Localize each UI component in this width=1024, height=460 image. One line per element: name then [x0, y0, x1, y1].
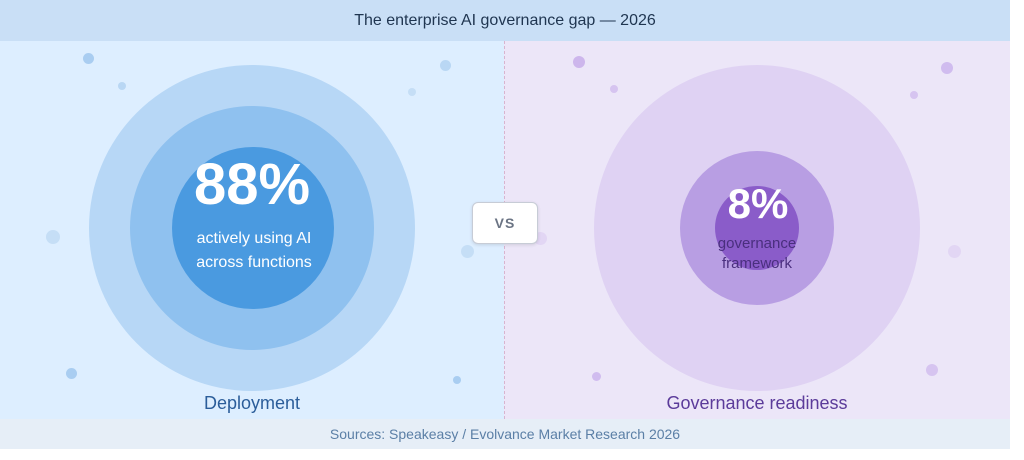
deployment-label: Deployment	[203, 393, 301, 413]
decorative-dot	[118, 82, 126, 90]
decorative-dot	[926, 364, 938, 376]
governance-value: 8%	[727, 180, 789, 227]
decorative-dot	[910, 91, 918, 99]
governance-caption-line1: governance	[717, 235, 797, 252]
deployment-panel: 88% actively using AI across functions D…	[0, 41, 504, 419]
chart-title: The enterprise AI governance gap — 2026	[354, 11, 656, 29]
deployment-core	[172, 147, 334, 309]
chart-title-bar: The enterprise AI governance gap — 2026	[0, 0, 1010, 41]
decorative-dot	[66, 368, 77, 379]
decorative-dot	[941, 62, 953, 74]
deployment-caption-line2: across functions	[196, 254, 312, 271]
decorative-dot	[592, 372, 601, 381]
governance-caption: governance framework	[677, 234, 837, 274]
decorative-dot	[440, 60, 451, 71]
decorative-dot	[948, 245, 961, 258]
decorative-dot	[573, 56, 585, 68]
vs-badge: VS	[472, 202, 538, 244]
governance-label: Governance readiness	[666, 393, 848, 413]
decorative-dot	[46, 230, 60, 244]
governance-core	[715, 186, 799, 270]
governance-panel: 8% governance framework Governance readi…	[504, 41, 1010, 419]
decorative-dot	[408, 88, 416, 96]
deployment-caption: actively using AI across functions	[152, 227, 356, 275]
decorative-dot	[83, 53, 94, 64]
vs-label: VS	[494, 215, 516, 231]
source-text: Sources: Speakeasy / Evolvance Market Re…	[329, 426, 681, 442]
source-bar: Sources: Speakeasy / Evolvance Market Re…	[0, 419, 1010, 449]
decorative-dot	[610, 85, 618, 93]
decorative-dot	[453, 376, 461, 384]
governance-caption-line2: framework	[721, 255, 792, 272]
decorative-dot	[461, 245, 474, 258]
deployment-value: 88%	[193, 152, 311, 217]
deployment-caption-line1: actively using AI	[196, 230, 312, 247]
